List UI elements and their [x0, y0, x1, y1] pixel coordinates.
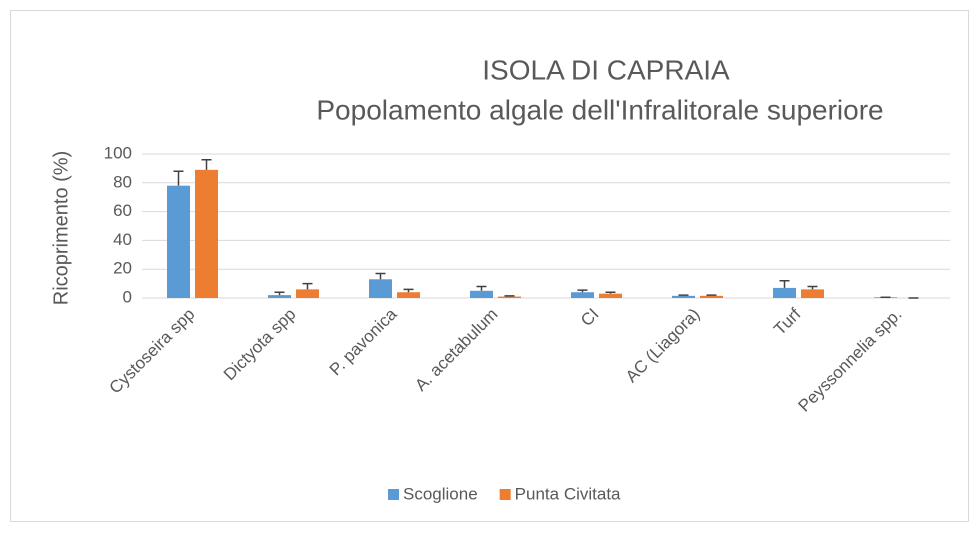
error-bar [706, 294, 717, 296]
error-bar [201, 159, 212, 170]
bar [369, 279, 392, 298]
error-bar [577, 289, 588, 293]
bar [801, 289, 824, 298]
legend-label: Scoglione [403, 484, 478, 503]
chart-border [10, 10, 969, 522]
bar [672, 295, 695, 298]
bar [571, 292, 594, 298]
error-bar [173, 170, 184, 186]
chart-subtitle: Popolamento algale dell'Infralitorale su… [316, 94, 883, 125]
error-bar [605, 291, 616, 294]
bar [268, 295, 291, 298]
bar [195, 169, 218, 298]
bar [397, 292, 420, 298]
bar [599, 293, 622, 298]
y-tick-label: 40 [113, 230, 132, 249]
error-bar [779, 279, 790, 288]
legend-swatch [388, 489, 399, 500]
y-tick-label: 0 [123, 287, 132, 306]
y-tick-label: 100 [104, 143, 132, 162]
bar [773, 287, 796, 298]
error-bar [375, 272, 386, 280]
y-tick-label: 60 [113, 201, 132, 220]
bar [498, 296, 521, 298]
chart-title: ISOLA DI CAPRAIA [482, 54, 730, 85]
legend-swatch [499, 489, 511, 500]
error-bar [504, 295, 515, 297]
bar [167, 185, 190, 298]
legend-label: Punta Civitata [515, 484, 621, 503]
error-bar [403, 288, 414, 293]
y-tick-label: 80 [113, 172, 132, 191]
error-bar [302, 282, 313, 290]
error-bar [807, 285, 818, 290]
y-tick-label: 20 [113, 259, 132, 278]
bar [296, 289, 319, 298]
bar [700, 295, 723, 298]
y-axis-label: Ricoprimento (%) [50, 151, 72, 305]
error-bar [678, 294, 689, 296]
error-bar [476, 285, 487, 291]
error-bar [274, 291, 285, 296]
bar [470, 290, 493, 298]
